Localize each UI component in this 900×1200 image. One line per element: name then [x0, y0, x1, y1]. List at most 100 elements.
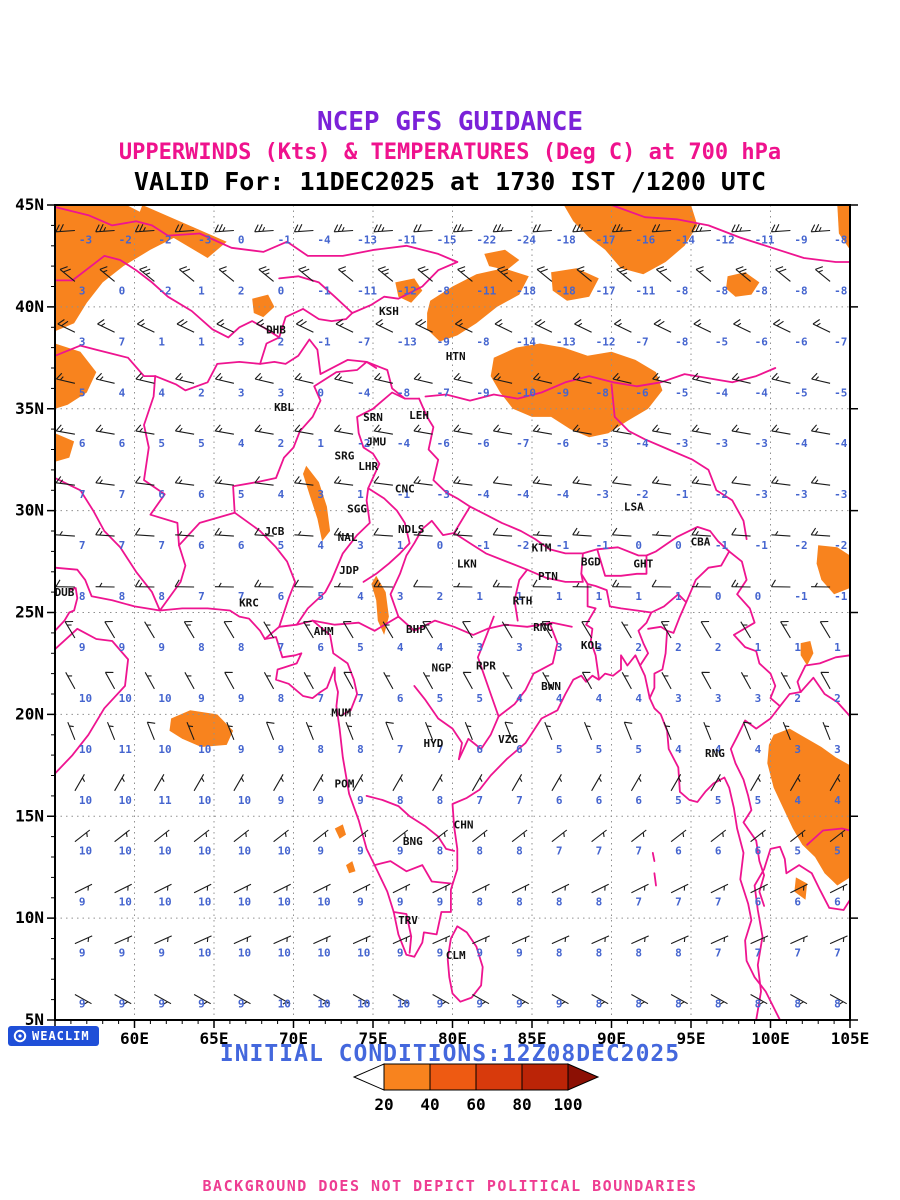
svg-text:10: 10: [238, 947, 251, 960]
svg-text:-4: -4: [635, 437, 649, 450]
svg-text:2: 2: [437, 590, 444, 603]
svg-text:7: 7: [834, 947, 841, 960]
chart-title-parameter: UPPERWINDS (Kts) & TEMPERATURES (Deg C) …: [118, 140, 782, 165]
svg-text:-22: -22: [476, 234, 496, 247]
svg-text:POM: POM: [334, 778, 354, 791]
svg-text:-3: -3: [794, 488, 807, 501]
svg-text:10: 10: [158, 692, 171, 705]
svg-text:9: 9: [158, 947, 165, 960]
svg-text:3: 3: [834, 743, 841, 756]
svg-text:100E: 100E: [751, 1029, 790, 1048]
svg-text:8: 8: [834, 998, 841, 1011]
svg-text:RNG: RNG: [705, 747, 725, 760]
svg-text:70E: 70E: [279, 1029, 308, 1048]
wind-barbs: [55, 224, 848, 1005]
svg-text:6: 6: [278, 590, 285, 603]
svg-text:LHR: LHR: [358, 460, 378, 473]
svg-text:HYD: HYD: [423, 737, 443, 750]
svg-text:-8: -8: [834, 284, 847, 297]
svg-text:10: 10: [238, 845, 251, 858]
svg-text:-8: -8: [437, 284, 450, 297]
svg-text:KBL: KBL: [274, 401, 294, 414]
svg-text:9: 9: [79, 896, 86, 909]
svg-text:-8: -8: [715, 284, 728, 297]
svg-text:-9: -9: [794, 234, 807, 247]
weaclim-logo-icon: [13, 1029, 27, 1043]
svg-text:9: 9: [119, 641, 126, 654]
svg-text:LKN: LKN: [457, 558, 477, 571]
svg-text:-6: -6: [755, 335, 769, 348]
svg-text:-6: -6: [794, 335, 808, 348]
svg-text:JCB: JCB: [264, 525, 284, 538]
svg-text:65E: 65E: [200, 1029, 229, 1048]
svg-text:4: 4: [675, 743, 682, 756]
svg-text:100: 100: [554, 1095, 583, 1114]
svg-text:1: 1: [834, 641, 841, 654]
svg-text:7: 7: [397, 743, 404, 756]
svg-text:9: 9: [437, 896, 444, 909]
svg-text:-1: -1: [715, 539, 729, 552]
svg-text:8: 8: [635, 947, 642, 960]
svg-text:-24: -24: [516, 234, 536, 247]
svg-text:4: 4: [556, 692, 563, 705]
svg-text:5: 5: [675, 794, 682, 807]
svg-text:7: 7: [437, 743, 444, 756]
svg-text:8: 8: [715, 998, 722, 1011]
svg-text:9: 9: [238, 998, 245, 1011]
svg-text:6: 6: [198, 539, 205, 552]
svg-text:6: 6: [317, 641, 324, 654]
svg-text:-3: -3: [675, 437, 688, 450]
svg-text:-6: -6: [437, 437, 451, 450]
weaclim-logo: WEACLIM: [8, 1026, 99, 1046]
svg-text:3: 3: [357, 539, 364, 552]
svg-text:105E: 105E: [831, 1029, 870, 1048]
svg-text:-17: -17: [596, 284, 616, 297]
svg-text:-10: -10: [516, 386, 536, 399]
svg-text:-1: -1: [317, 284, 331, 297]
svg-text:7: 7: [675, 896, 682, 909]
svg-text:6: 6: [794, 896, 801, 909]
svg-text:-5: -5: [794, 386, 807, 399]
svg-text:3: 3: [476, 641, 483, 654]
svg-text:3: 3: [794, 743, 801, 756]
svg-text:RPR: RPR: [476, 660, 496, 673]
svg-text:-8: -8: [755, 284, 768, 297]
svg-text:5: 5: [635, 743, 642, 756]
svg-text:-5: -5: [675, 386, 688, 399]
svg-text:-8: -8: [596, 386, 609, 399]
svg-text:9: 9: [158, 998, 165, 1011]
svg-text:-1: -1: [596, 539, 610, 552]
svg-text:1: 1: [198, 335, 205, 348]
svg-text:9: 9: [357, 896, 364, 909]
svg-text:10: 10: [278, 947, 291, 960]
svg-text:-8: -8: [476, 335, 489, 348]
svg-text:1: 1: [317, 437, 324, 450]
svg-text:-16: -16: [635, 234, 655, 247]
svg-text:8: 8: [357, 743, 364, 756]
svg-text:10: 10: [79, 692, 92, 705]
svg-text:7: 7: [357, 692, 364, 705]
svg-text:8: 8: [596, 998, 603, 1011]
svg-text:9: 9: [79, 998, 86, 1011]
svg-text:-8: -8: [675, 335, 688, 348]
svg-text:-8: -8: [794, 284, 807, 297]
svg-text:75E: 75E: [359, 1029, 388, 1048]
svg-text:9: 9: [317, 794, 324, 807]
svg-text:6: 6: [715, 845, 722, 858]
svg-text:2: 2: [278, 437, 285, 450]
svg-text:-18: -18: [556, 234, 576, 247]
svg-text:0: 0: [755, 590, 762, 603]
svg-text:9: 9: [516, 947, 523, 960]
svg-text:-11: -11: [397, 234, 417, 247]
svg-text:1: 1: [596, 590, 603, 603]
svg-text:-7: -7: [437, 386, 450, 399]
svg-text:1: 1: [556, 590, 563, 603]
temperature-values: -3 -2 -2 -3 0 -1 -4 -13 -11 -15 -22 -24 -18 -17 -16 -14…: [79, 234, 848, 1011]
svg-text:4: 4: [158, 386, 165, 399]
svg-text:8: 8: [238, 641, 245, 654]
svg-text:HTN: HTN: [446, 350, 466, 363]
svg-text:8: 8: [198, 641, 205, 654]
svg-text:20: 20: [374, 1095, 393, 1114]
svg-text:5: 5: [158, 437, 165, 450]
svg-text:-6: -6: [476, 437, 490, 450]
